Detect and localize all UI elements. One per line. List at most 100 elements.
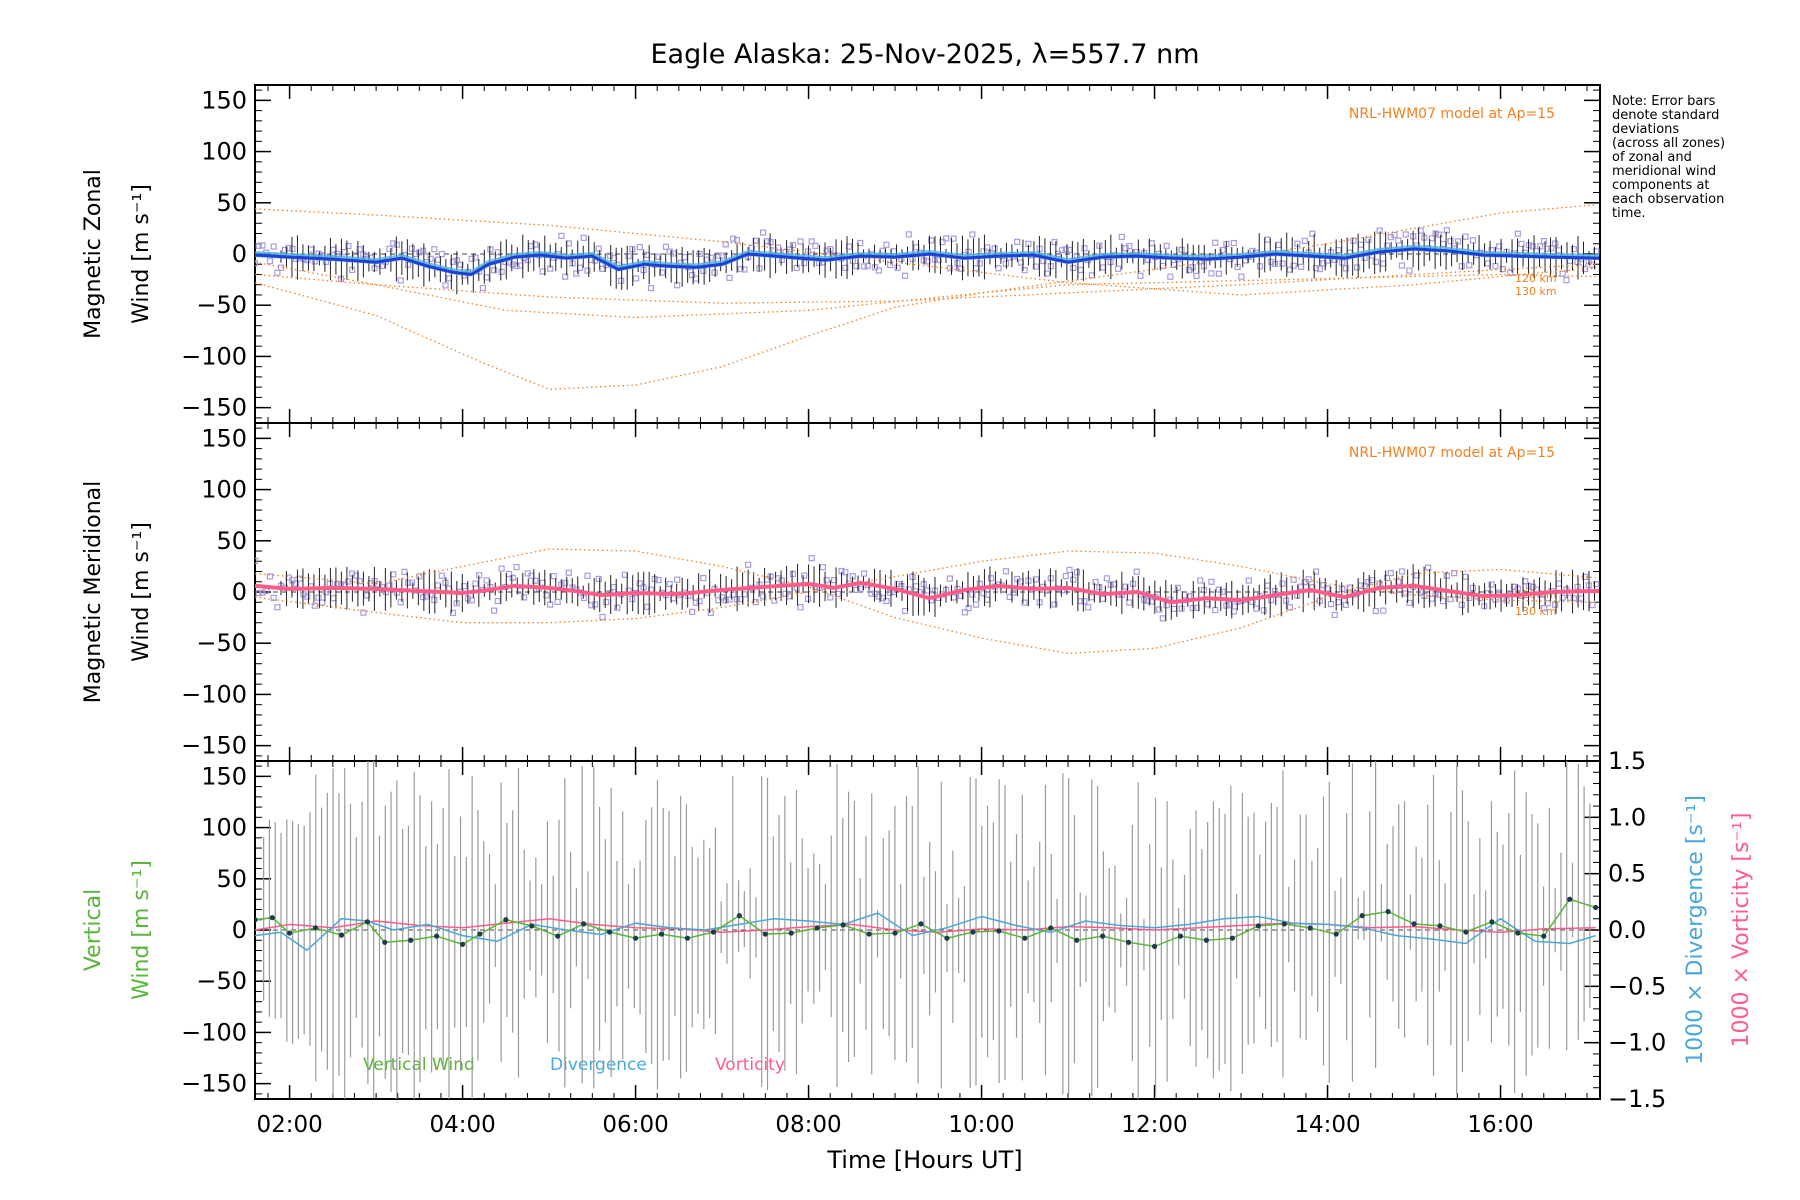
scatter-point xyxy=(972,601,980,608)
scatter-point xyxy=(397,599,404,606)
scatter-point xyxy=(789,570,797,577)
scatter-point xyxy=(1122,583,1129,590)
scatter-point xyxy=(1376,227,1383,234)
scatter-point xyxy=(580,594,587,602)
scatter-point xyxy=(1144,597,1152,605)
scatter-point xyxy=(1189,264,1196,271)
scatter-point xyxy=(1436,231,1443,238)
scatter-point xyxy=(1312,568,1320,575)
scatter-point xyxy=(804,595,812,602)
scatter-point xyxy=(905,231,912,238)
vertical-wind-point xyxy=(1203,937,1210,943)
vertical-wind-point xyxy=(459,941,466,947)
scatter-point xyxy=(1458,601,1465,608)
scatter-point xyxy=(1305,576,1312,583)
scatter-point xyxy=(416,573,423,580)
x-tick-label: 04:00 xyxy=(429,1112,495,1138)
chart-marks: 150100500−50−100−150150100500−50−100−150… xyxy=(181,85,1666,1138)
scatter-point xyxy=(1552,601,1559,608)
scatter-point xyxy=(449,609,457,616)
scatter-point xyxy=(1570,246,1577,253)
vertical-wind-line xyxy=(255,898,1596,948)
vertical-wind-point xyxy=(1307,925,1313,931)
scatter-point xyxy=(449,258,457,265)
scatter-point xyxy=(1559,594,1566,601)
scatter-point xyxy=(1320,582,1327,589)
scatter-point xyxy=(1032,576,1039,583)
model-curve xyxy=(255,273,1596,390)
scatter-point xyxy=(1316,265,1323,273)
scatter-point xyxy=(1350,237,1357,244)
vertical-wind-point xyxy=(684,935,691,941)
scatter-point xyxy=(1178,605,1185,612)
legend-vorticity: Vorticity xyxy=(715,1055,785,1075)
scatter-point xyxy=(408,245,416,252)
scatter-point xyxy=(513,563,520,571)
scatter-point xyxy=(715,252,722,259)
scatter-point xyxy=(1593,248,1600,255)
vertical-wind-point xyxy=(1151,943,1158,949)
scatter-point xyxy=(842,264,849,271)
right-y-tick-label: −1.5 xyxy=(1608,1085,1666,1113)
y-tick-label: 50 xyxy=(216,865,247,893)
vertical-wind-point xyxy=(710,929,717,935)
scatter-point xyxy=(356,578,363,585)
scatter-point xyxy=(483,577,490,584)
scatter-point xyxy=(1021,599,1028,606)
scatter-point xyxy=(498,268,505,275)
scatter-point xyxy=(1092,578,1099,586)
scatter-point xyxy=(1402,590,1409,597)
scatter-point xyxy=(707,609,714,617)
scatter-point xyxy=(733,237,741,244)
y-tick-label: 100 xyxy=(201,814,247,842)
scatter-point xyxy=(1085,604,1092,611)
scatter-point xyxy=(901,607,909,615)
vertical-wind-point xyxy=(736,913,742,919)
scatter-point xyxy=(1552,240,1559,247)
scatter-point xyxy=(1593,580,1600,588)
scatter-point xyxy=(1387,569,1394,577)
model-label: NRL-HWM07 model at Ap=15 xyxy=(1349,445,1555,461)
scatter-point xyxy=(976,260,983,267)
vertical-wind-point xyxy=(1541,933,1547,939)
scatter-point xyxy=(737,596,744,603)
scatter-point xyxy=(1425,564,1432,571)
vertical-wind-point xyxy=(408,937,414,943)
model-label: NRL-HWM07 model at Ap=15 xyxy=(1349,106,1555,122)
vertical-wind-point xyxy=(1359,913,1365,919)
scatter-point xyxy=(270,594,277,602)
scatter-point xyxy=(356,246,363,253)
scatter-point xyxy=(808,238,815,245)
scatter-point xyxy=(1163,242,1170,249)
vertical-wind-point xyxy=(840,922,846,928)
vertical-wind-point xyxy=(1281,921,1287,927)
right-y-tick-label: 1.5 xyxy=(1608,747,1646,775)
y-tick-label: −150 xyxy=(181,1070,247,1098)
scatter-point xyxy=(1081,245,1088,252)
scatter-point xyxy=(819,564,826,571)
x-tick-label: 02:00 xyxy=(256,1112,322,1138)
scatter-point xyxy=(1309,230,1316,237)
scatter-point xyxy=(255,260,259,267)
scatter-point xyxy=(834,590,841,597)
right-y-tick-label: 0.0 xyxy=(1608,916,1646,944)
scatter-point xyxy=(1062,573,1069,580)
scatter-point xyxy=(797,238,804,245)
y-tick-label: 0 xyxy=(232,240,247,268)
scatter-point xyxy=(315,594,322,601)
scatter-point xyxy=(958,265,965,272)
scatter-point xyxy=(363,592,371,599)
scatter-point xyxy=(1514,230,1521,237)
scatter-point xyxy=(1428,235,1435,242)
scatter-point xyxy=(1395,237,1402,244)
scatter-point xyxy=(259,589,266,596)
scatter-point xyxy=(1208,578,1215,585)
scatter-point xyxy=(860,263,868,270)
scatter-point xyxy=(827,594,834,601)
scatter-point xyxy=(625,252,632,260)
scatter-point xyxy=(1447,238,1454,245)
scatter-point xyxy=(345,242,352,250)
y-tick-label: 150 xyxy=(201,424,247,452)
model-curve xyxy=(255,208,1596,296)
vertical-wind-point xyxy=(996,928,1002,934)
